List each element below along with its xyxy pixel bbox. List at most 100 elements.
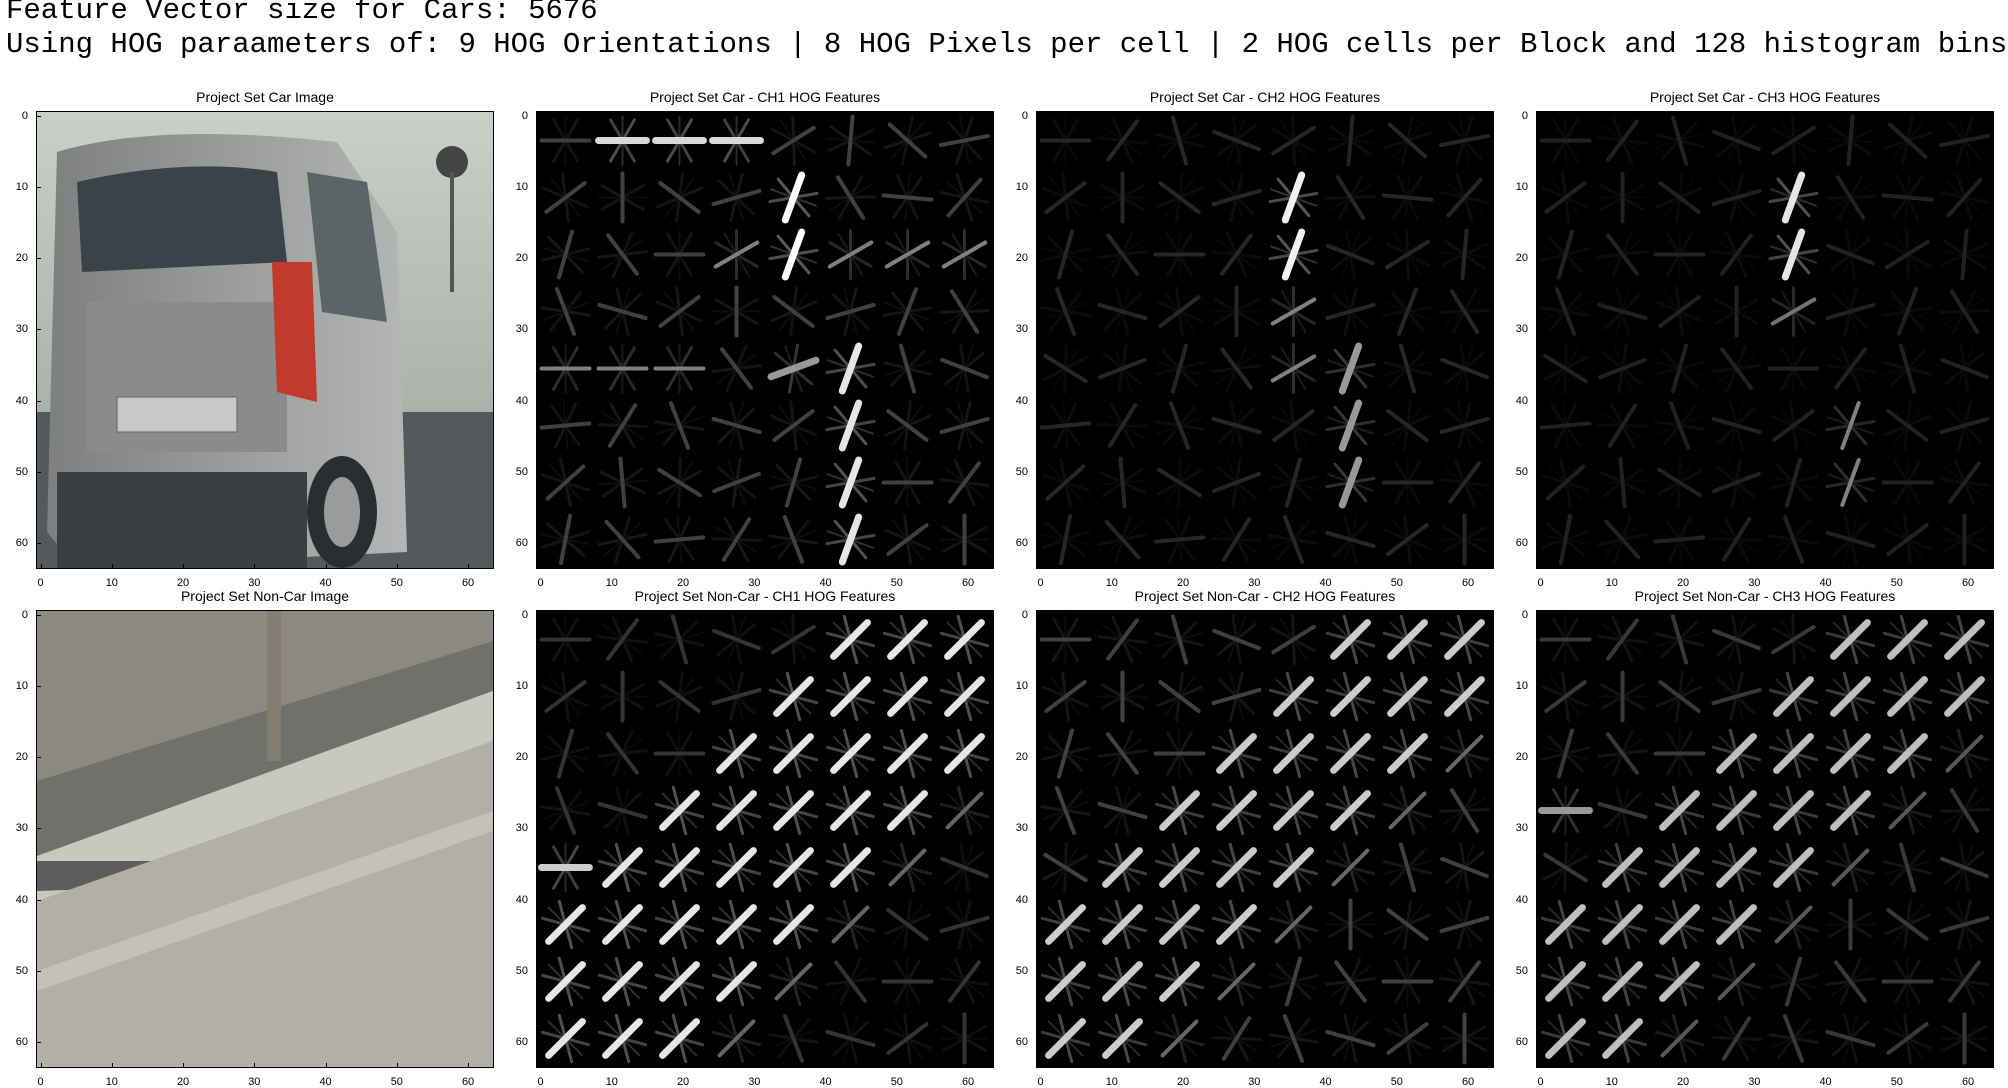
hog-cell-glyph	[1654, 343, 1705, 394]
hog-cell-glyph	[653, 514, 706, 565]
hog-cell-glyph	[1939, 1012, 1990, 1065]
hog-cell-glyph	[1325, 286, 1376, 337]
y-tick-label: 20	[1515, 751, 1528, 764]
hog-cell-glyph	[1768, 457, 1819, 508]
y-tick-mark	[1536, 186, 1541, 188]
y-tick-label: 50	[1015, 964, 1028, 977]
hog-cell-glyph	[1154, 899, 1205, 950]
y-tick-mark	[1036, 685, 1041, 687]
panel-title: Project Set Non-Car Image	[180, 588, 350, 604]
hog-cell-glyph	[1097, 956, 1148, 1007]
hog-cell-glyph	[1597, 1013, 1648, 1064]
hog-cell-glyph	[540, 229, 591, 280]
y-tick-mark	[1536, 757, 1541, 759]
hog-cell-glyph	[539, 614, 592, 665]
hog-cell-glyph	[1653, 728, 1706, 779]
hog-cell-glyph	[1597, 729, 1648, 778]
x-tick-mark	[611, 564, 613, 569]
y-tick-label: 10	[515, 679, 528, 692]
y-tick-label: 0	[21, 608, 28, 621]
y-tick-mark	[536, 757, 541, 759]
hog-cell-glyph	[1712, 115, 1761, 166]
hog-cell-glyph	[883, 400, 932, 451]
x-tick-mark	[1468, 564, 1470, 569]
x-tick-mark	[183, 564, 185, 569]
x-tick-mark	[396, 564, 398, 569]
hog-cell-glyph	[1597, 286, 1648, 337]
hog-cell-glyph	[1325, 728, 1376, 779]
y-tick-label: 40	[1015, 394, 1028, 407]
hog-cell-glyph	[538, 842, 593, 893]
hog-cell-glyph	[1541, 671, 1590, 722]
hog-cell-glyph	[883, 899, 932, 950]
hog-cell-glyph	[711, 956, 762, 1007]
y-tick-label: 40	[1515, 394, 1528, 407]
hog-cell-glyph	[1211, 1015, 1262, 1062]
hog-cell-glyph	[1939, 728, 1990, 779]
hog-cell-glyph	[1883, 1013, 1932, 1064]
y-tick-label: 20	[1015, 252, 1028, 265]
hog-cell-glyph	[1211, 842, 1262, 893]
hog-cell-glyph	[1881, 457, 1934, 508]
hog-cell-glyph	[1597, 230, 1648, 279]
hog-cell-glyph	[1382, 728, 1433, 779]
hog-cell-glyph	[882, 614, 933, 665]
panel-title: Project Set Car - CH3 HOG Features	[1649, 89, 1881, 105]
y-tick-mark	[36, 258, 41, 260]
y-tick-mark	[1536, 471, 1541, 473]
x-tick-mark	[1825, 1063, 1827, 1068]
hog-cell-glyph	[597, 171, 648, 224]
hog-cell-glyph	[768, 842, 819, 893]
hog-cell-glyph	[654, 899, 705, 950]
y-tick-label: 0	[1021, 109, 1028, 122]
hog-cell-glyph	[1097, 116, 1148, 165]
hog-cell-glyph	[540, 513, 591, 566]
hog-cell-glyph	[1825, 957, 1876, 1006]
hog-cell-glyph	[1439, 899, 1490, 950]
car-photo	[36, 111, 494, 569]
hog-cell-glyph	[825, 785, 876, 836]
x-tick-label: 0	[1537, 577, 1544, 589]
hog-cell-glyph	[825, 842, 876, 893]
hog-cell-glyph	[1882, 671, 1933, 722]
x-tick-mark	[1540, 1063, 1542, 1068]
hog-cell-glyph	[711, 285, 762, 338]
hog-cell-glyph	[1325, 785, 1376, 836]
hog-cell-glyph	[1825, 671, 1876, 722]
x-tick-mark	[1396, 564, 1398, 569]
hog-cell-glyph	[1097, 286, 1148, 337]
hog-cell-glyph	[1654, 1013, 1705, 1064]
hog-cell-glyph	[1825, 286, 1876, 337]
hog-cell-glyph	[1268, 1014, 1319, 1063]
hog-cell-glyph	[1325, 399, 1376, 452]
hog-cell-glyph	[1711, 728, 1762, 779]
hog-cell-glyph	[768, 728, 819, 779]
x-tick-mark	[40, 1063, 42, 1068]
hog-cell-glyph	[1711, 671, 1762, 722]
y-tick-label: 10	[1515, 180, 1528, 193]
x-tick-label: 10	[1605, 577, 1618, 589]
hog-cell-glyph	[881, 172, 934, 223]
hog-cell-glyph	[1770, 115, 1817, 166]
hog-cell-glyph	[1768, 1014, 1819, 1063]
y-tick-mark	[36, 685, 41, 687]
x-tick-mark	[40, 564, 42, 569]
hog-cell-glyph	[711, 400, 762, 451]
hog-cell-glyph	[1654, 899, 1705, 950]
hog-cell-glyph	[711, 516, 762, 563]
hog-cell-glyph	[939, 288, 990, 335]
hog-cell-glyph	[1154, 956, 1205, 1007]
y-tick-label: 20	[1015, 751, 1028, 764]
y-tick-mark	[1036, 614, 1041, 616]
hog-cell-glyph	[1211, 344, 1262, 393]
hog-cell-glyph	[939, 458, 990, 507]
hog-cell-glyph	[1381, 172, 1434, 223]
x-tick-label: 60	[961, 577, 975, 589]
car-image-panel: Project Set Car Image	[16, 89, 494, 589]
hog-cell-glyph	[1212, 614, 1261, 665]
hog-cell-glyph	[938, 115, 991, 166]
x-tick-label: 50	[1390, 577, 1403, 589]
x-tick-label: 40	[319, 577, 332, 589]
y-tick-mark	[1536, 543, 1541, 545]
y-tick-mark	[1536, 685, 1541, 687]
